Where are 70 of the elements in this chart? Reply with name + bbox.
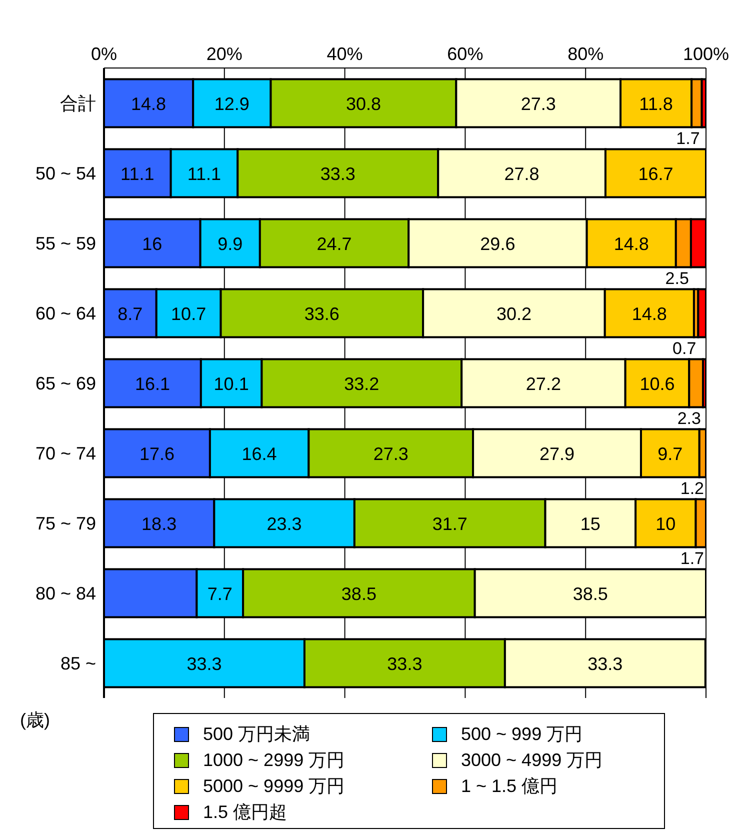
y-tick-label: 65 ~ 69 [35,373,96,394]
x-tick-label: 20% [206,44,242,64]
data-label: 16.7 [638,164,674,184]
data-label: 18.3 [142,514,177,534]
data-label: 38.5 [341,584,376,604]
legend-label: 1000 ~ 2999 万円 [203,749,345,772]
data-label: 10.7 [171,304,206,324]
y-tick-label: 60 ~ 64 [35,303,96,324]
x-tick-label: 60% [447,44,484,64]
text: (歳) [20,709,50,732]
x-tick-label: 40% [326,44,363,64]
data-label: 1.2 [680,479,704,498]
x-tick-label: 80% [568,44,604,64]
x-tick-label: 100% [682,44,730,64]
data-label: 2.5 [665,269,689,288]
data-label: 33.3 [186,654,222,674]
data-label: 30.2 [496,304,532,324]
data-label: 8.7 [118,304,143,324]
data-label: 12.9 [214,94,250,114]
legend-label: 1 ~ 1.5 億円 [461,775,558,798]
data-label: 10.1 [214,374,249,394]
data-label: 33.3 [387,654,422,674]
data-label: 11.8 [639,94,673,114]
data-label: 23.3 [266,514,302,534]
data-label: 33.2 [344,374,380,394]
data-label: 27.3 [373,444,408,464]
data-label: 16.1 [134,374,170,394]
data-label: 9.7 [658,444,683,464]
data-label: 14.8 [131,94,166,114]
data-label: 33.3 [588,654,623,674]
x-tick-label: 0% [90,44,118,64]
data-label: 7.7 [207,584,232,604]
data-label: 10.6 [640,374,675,394]
legend-label: 500 ~ 999 万円 [461,723,583,746]
data-label: 16.4 [242,444,277,464]
data-label: 16 [142,234,162,254]
data-label: 0.7 [672,339,696,358]
data-label: 27.2 [526,374,561,394]
data-label: 11.1 [120,164,154,184]
y-tick-label: 55 ~ 59 [35,233,96,254]
data-label: 9.9 [218,234,243,254]
data-label: 27.8 [504,164,540,184]
data-label: 14.8 [632,304,667,324]
data-label: 33.6 [304,304,340,324]
legend-label: 500 万円未満 [203,723,310,746]
data-label: 31.7 [432,514,468,534]
data-label: 38.5 [572,584,608,604]
y-tick-label: 50 ~ 54 [35,163,96,184]
data-label: 10 [656,514,676,534]
data-label: 29.6 [480,234,516,254]
data-label: 17.6 [139,444,174,464]
data-label: 1.7 [680,549,704,568]
y-tick-label: 85 ~ [60,653,96,674]
data-label: 27.9 [539,444,575,464]
data-label: 33.3 [320,164,356,184]
y-tick-label: 80 ~ 84 [35,583,96,604]
data-label: 2.3 [677,409,701,428]
data-label: 1.7 [676,129,700,148]
data-label: 30.8 [346,94,381,114]
data-label: 15 [580,514,600,534]
y-tick-label: 75 ~ 79 [35,513,96,534]
legend-label: 5000 ~ 9999 万円 [203,775,345,798]
data-label: 11.1 [187,164,222,184]
legend-label: 1.5 億円超 [203,801,288,824]
data-label: 24.7 [316,234,352,254]
data-label: 27.3 [520,94,556,114]
y-tick-label: 70 ~ 74 [35,443,96,464]
y-tick-label: 合計 [60,93,96,114]
data-label: 14.8 [614,234,649,254]
legend-label: 3000 ~ 4999 万円 [461,749,603,772]
